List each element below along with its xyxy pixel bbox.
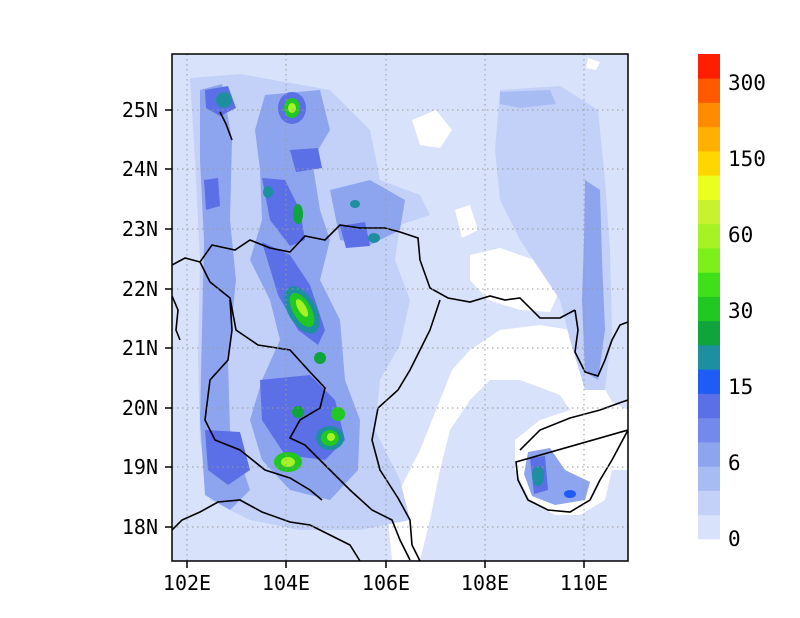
xtick-label: 106E [362,571,410,595]
colorbar-label: 0 [728,527,741,551]
colorbar-label: 30 [728,299,753,323]
core-24n [263,186,273,198]
core-23n [293,204,303,224]
colorbar-swatch [698,369,720,394]
core-23n-ne [350,200,360,208]
colorbar-label: 6 [728,451,741,475]
map-frame [171,53,629,562]
ytick-label: 19N [122,455,158,479]
xtick-label: 104E [262,571,310,595]
colorbar-swatch [698,248,720,273]
coast-hainan [515,399,628,513]
core-21n [314,352,326,364]
core-19n-lime [281,457,295,467]
colorbar-swatch [698,320,720,346]
border-laos-myanmar [204,299,323,501]
y-axis-labels: 18N 19N 20N 21N 22N 23N 24N 25N [122,98,158,539]
ytick-label: 25N [122,98,158,122]
border-vietnam-laos [199,261,411,561]
ytick-label: 20N [122,396,158,420]
contour-level-5-south-2 [205,430,250,485]
core-20n-5a-lime [327,433,335,441]
colorbar-swatch [698,223,720,249]
river-yunnan [219,111,233,141]
colorbar-swatch [698,393,720,419]
colorbar-label: 300 [728,71,766,95]
coast-vietnam [371,299,441,561]
map-plot-area [172,54,628,561]
colorbar-swatch [698,490,720,516]
colorbar-swatch [698,345,720,370]
border-laos-thailand [172,499,361,561]
contour-level-5-ne-2 [290,148,322,172]
core-22n-ridge-lime [295,299,309,317]
contour-level-5-west-1 [204,178,220,210]
core-23n-e [368,233,380,243]
contour-level-5-ridge-1 [262,178,305,246]
xtick-label: 108E [461,571,509,595]
colorbar-swatch [698,199,720,225]
colorbar-swatch [698,466,720,491]
colorbar-swatch [698,78,720,103]
ytick-label: 24N [122,157,158,181]
core-hainan [532,466,544,486]
colorbar-label: 60 [728,223,753,247]
core-nw-25n [216,92,232,108]
border-china-north [172,224,576,319]
colorbar-label: 15 [728,375,753,399]
core-20n-east [331,407,345,421]
contour-level-3-east-strip [582,180,605,380]
x-axis-labels: 102E 104E 106E 108E 110E [163,571,608,595]
ytick-label: 23N [122,217,158,241]
no-rain-patch-1 [412,110,452,148]
border-west-edge [172,295,181,341]
xtick-label: 102E [163,571,211,595]
xtick-label: 110E [560,571,608,595]
colorbar-swatch [698,175,720,200]
gridlines [172,54,628,561]
coast-gulf [574,309,628,377]
colorbar-swatch [698,514,720,540]
colorbar-swatch [698,151,720,176]
no-rain-patch-3 [586,58,600,70]
colorbar-labels: 0 6 15 30 60 150 300 [728,71,766,551]
boundary-lines [172,111,628,561]
colorbar-swatch [698,417,720,443]
colorbar-swatch [698,126,720,152]
colorbar-swatch [698,272,720,297]
ytick-label: 18N [122,515,158,539]
tick-marks [165,109,585,568]
colorbar-swatch [698,442,720,467]
core-north-25n-lime [288,103,296,113]
no-rain-patch-2 [455,205,478,238]
colorbar-swatch [698,54,720,79]
colorbar-label: 150 [728,147,766,171]
colorbar-swatch [698,296,720,322]
ytick-label: 22N [122,277,158,301]
contour-level-2-east-top [500,90,556,108]
colorbar-swatch [698,102,720,128]
ytick-label: 21N [122,336,158,360]
core-hainan-2 [564,490,576,498]
core-20n-mid [292,406,304,418]
colorbar [698,54,720,540]
